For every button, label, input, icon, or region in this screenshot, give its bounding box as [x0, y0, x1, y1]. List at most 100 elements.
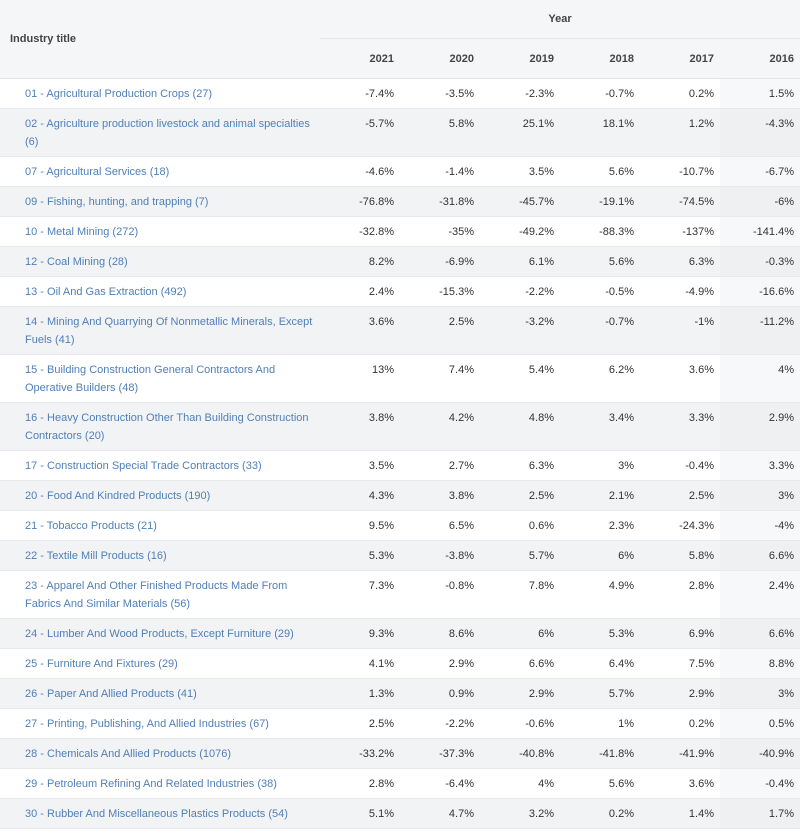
- value-cell-2021: 2.4%: [320, 276, 400, 307]
- value-cell-2020: 5.8%: [400, 108, 480, 157]
- table-row: 21 - Tobacco Products (21) 9.5% 6.5% 0.6% 2.…: [0, 510, 800, 541]
- value-cell-2019: -0.6%: [480, 708, 560, 739]
- value-cell-2018: 5.3%: [560, 618, 640, 649]
- industry-link[interactable]: 23 - Apparel And Other Finished Products…: [25, 580, 288, 610]
- value-cell-2020: 7.4%: [400, 354, 480, 403]
- industry-link[interactable]: 25 - Furniture And Fixtures (29): [25, 658, 178, 670]
- table-row: 30 - Rubber And Miscellaneous Plastics P…: [0, 798, 800, 829]
- industry-link[interactable]: 16 - Heavy Construction Other Than Build…: [25, 412, 309, 442]
- year-header-2020[interactable]: 2020: [400, 38, 480, 79]
- value-cell-2021: 9.5%: [320, 510, 400, 541]
- industry-cell: 30 - Rubber And Miscellaneous Plastics P…: [0, 798, 320, 829]
- industry-link[interactable]: 28 - Chemicals And Allied Products (1076…: [25, 748, 232, 760]
- table-row: 14 - Mining And Quarrying Of Nonmetallic…: [0, 306, 800, 355]
- value-cell-2020: -15.3%: [400, 276, 480, 307]
- value-cell-2021: 3.5%: [320, 450, 400, 481]
- value-cell-2019: 2.9%: [480, 678, 560, 709]
- table-row: 12 - Coal Mining (28) 8.2% -6.9% 6.1% 5.6% 6.…: [0, 246, 800, 277]
- year-header-2019[interactable]: 2019: [480, 38, 560, 79]
- industry-cell: 17 - Construction Special Trade Contract…: [0, 450, 320, 481]
- industry-link[interactable]: 14 - Mining And Quarrying Of Nonmetallic…: [25, 316, 313, 346]
- value-cell-2017: 2.5%: [640, 480, 720, 511]
- value-cell-2020: 2.7%: [400, 450, 480, 481]
- year-header-2016[interactable]: 2016: [720, 38, 800, 79]
- value-cell-2016: 1.5%: [720, 78, 800, 109]
- value-cell-2017: -10.7%: [640, 156, 720, 187]
- industry-link[interactable]: 13 - Oil And Gas Extraction (492): [25, 286, 187, 298]
- value-cell-2018: 5.6%: [560, 768, 640, 799]
- value-cell-2020: 2.5%: [400, 306, 480, 355]
- value-cell-2019: -2.2%: [480, 276, 560, 307]
- value-cell-2017: -74.5%: [640, 186, 720, 217]
- value-cell-2016: 3%: [720, 678, 800, 709]
- industry-link[interactable]: 01 - Agricultural Production Crops (27): [25, 88, 213, 100]
- value-cell-2017: 2.9%: [640, 678, 720, 709]
- value-cell-2016: -6%: [720, 186, 800, 217]
- industry-link[interactable]: 12 - Coal Mining (28): [25, 256, 128, 268]
- year-header-2018[interactable]: 2018: [560, 38, 640, 79]
- table-row: 07 - Agricultural Services (18) -4.6% -1.4…: [0, 156, 800, 187]
- value-cell-2016: -4.3%: [720, 108, 800, 157]
- table-row: 24 - Lumber And Wood Products, Except Fu…: [0, 618, 800, 649]
- industry-link[interactable]: 07 - Agricultural Services (18): [25, 166, 170, 178]
- value-cell-2019: 4%: [480, 768, 560, 799]
- value-cell-2020: -6.4%: [400, 768, 480, 799]
- value-cell-2018: 0.2%: [560, 798, 640, 829]
- value-cell-2020: -6.9%: [400, 246, 480, 277]
- industry-cell: 07 - Agricultural Services (18): [0, 156, 320, 187]
- industry-link[interactable]: 17 - Construction Special Trade Contract…: [25, 460, 262, 472]
- value-cell-2018: -0.7%: [560, 306, 640, 355]
- industry-link[interactable]: 29 - Petroleum Refining And Related Indu…: [25, 778, 277, 790]
- value-cell-2018: 6.2%: [560, 354, 640, 403]
- value-cell-2018: 4.9%: [560, 570, 640, 619]
- year-header-2021[interactable]: 2021: [320, 38, 400, 79]
- industry-link[interactable]: 20 - Food And Kindred Products (190): [25, 490, 211, 502]
- table-row: 15 - Building Construction General Contr…: [0, 354, 800, 403]
- industry-cell: 26 - Paper And Allied Products (41): [0, 678, 320, 709]
- value-cell-2017: 6.9%: [640, 618, 720, 649]
- value-cell-2017: 0.2%: [640, 78, 720, 109]
- value-cell-2016: 6.6%: [720, 540, 800, 571]
- value-cell-2017: -137%: [640, 216, 720, 247]
- table-row: 25 - Furniture And Fixtures (29) 4.1% 2.9%…: [0, 648, 800, 679]
- industry-link[interactable]: 27 - Printing, Publishing, And Allied In…: [25, 718, 269, 730]
- table-row: 02 - Agriculture production livestock an…: [0, 108, 800, 157]
- value-cell-2019: 3.2%: [480, 798, 560, 829]
- industry-cell: 14 - Mining And Quarrying Of Nonmetallic…: [0, 306, 320, 355]
- value-cell-2019: -2.3%: [480, 78, 560, 109]
- industry-link[interactable]: 02 - Agriculture production livestock an…: [25, 118, 310, 148]
- industry-link[interactable]: 09 - Fishing, hunting, and trapping (7): [25, 196, 209, 208]
- value-cell-2016: -0.3%: [720, 246, 800, 277]
- industry-link[interactable]: 15 - Building Construction General Contr…: [25, 364, 276, 394]
- value-cell-2017: -0.4%: [640, 450, 720, 481]
- value-cell-2021: 4.1%: [320, 648, 400, 679]
- industry-link[interactable]: 24 - Lumber And Wood Products, Except Fu…: [25, 628, 294, 640]
- value-cell-2021: 3.6%: [320, 306, 400, 355]
- table-row: 23 - Apparel And Other Finished Products…: [0, 570, 800, 619]
- year-header-2017[interactable]: 2017: [640, 38, 720, 79]
- industry-link[interactable]: 26 - Paper And Allied Products (41): [25, 688, 197, 700]
- industry-cell: 29 - Petroleum Refining And Related Indu…: [0, 768, 320, 799]
- table-row: 17 - Construction Special Trade Contract…: [0, 450, 800, 481]
- value-cell-2018: 1%: [560, 708, 640, 739]
- value-cell-2020: -2.2%: [400, 708, 480, 739]
- value-cell-2021: 5.3%: [320, 540, 400, 571]
- value-cell-2018: -88.3%: [560, 216, 640, 247]
- industry-link[interactable]: 22 - Textile Mill Products (16): [25, 550, 167, 562]
- industry-cell: 16 - Heavy Construction Other Than Build…: [0, 402, 320, 451]
- value-cell-2020: 3.8%: [400, 480, 480, 511]
- value-cell-2020: 4.7%: [400, 798, 480, 829]
- industry-title-header[interactable]: Industry title: [0, 0, 320, 79]
- industry-link[interactable]: 21 - Tobacco Products (21): [25, 520, 157, 532]
- industry-link[interactable]: 30 - Rubber And Miscellaneous Plastics P…: [25, 808, 288, 820]
- industry-cell: 20 - Food And Kindred Products (190): [0, 480, 320, 511]
- value-cell-2016: -16.6%: [720, 276, 800, 307]
- industry-link[interactable]: 10 - Metal Mining (272): [25, 226, 139, 238]
- value-cell-2016: -0.4%: [720, 768, 800, 799]
- industry-cell: 10 - Metal Mining (272): [0, 216, 320, 247]
- value-cell-2020: -3.5%: [400, 78, 480, 109]
- value-cell-2020: -3.8%: [400, 540, 480, 571]
- value-cell-2016: -141.4%: [720, 216, 800, 247]
- table-row: 20 - Food And Kindred Products (190) 4.3%…: [0, 480, 800, 511]
